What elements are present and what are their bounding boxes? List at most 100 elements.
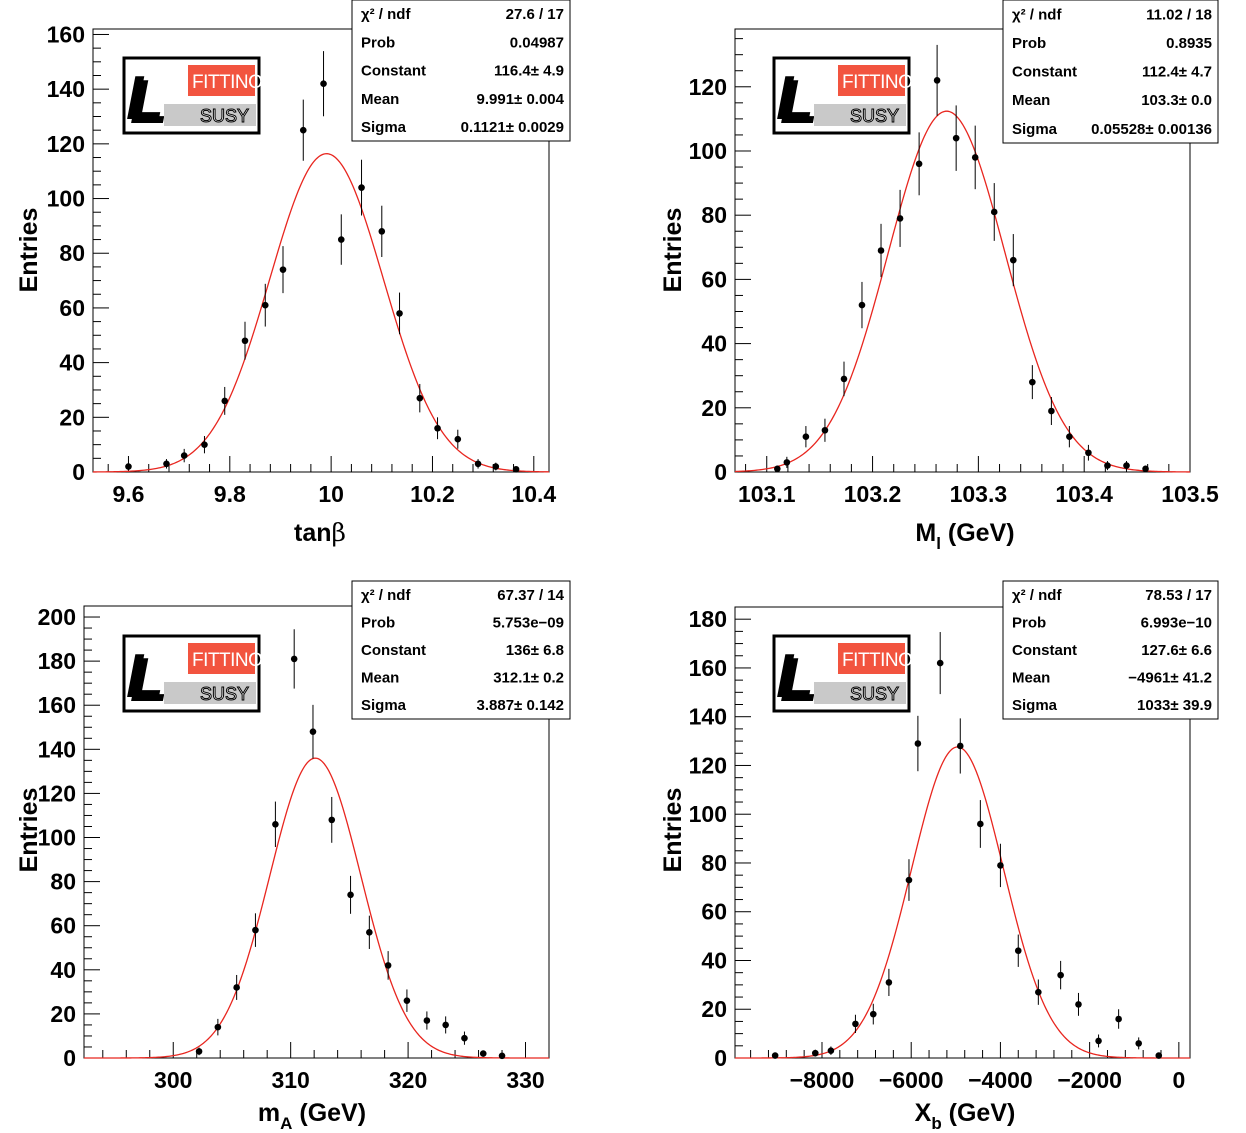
data-point xyxy=(811,1049,819,1057)
data-point xyxy=(936,632,944,695)
logo-glyph-shadow: L xyxy=(780,68,818,137)
y-tick-label: 60 xyxy=(701,266,727,292)
data-point xyxy=(1135,1037,1143,1050)
y-tick-label: 100 xyxy=(38,825,76,851)
stats-value: 27.6 / 17 xyxy=(506,6,564,23)
data-marker xyxy=(877,247,885,254)
stats-label: Prob xyxy=(1012,35,1046,52)
logo-sub: SUSY xyxy=(850,684,899,704)
x-axis-label: Xb (GeV) xyxy=(915,1099,1016,1133)
y-tick-label: 80 xyxy=(59,240,85,266)
y-tick-label: 60 xyxy=(50,913,76,939)
y-tick-label: 20 xyxy=(59,404,85,430)
logo-glyph-shadow: L xyxy=(130,68,168,137)
data-marker xyxy=(1009,256,1017,264)
data-marker xyxy=(233,984,240,991)
data-point xyxy=(320,51,327,117)
data-point xyxy=(827,1046,835,1055)
data-point xyxy=(877,223,885,278)
stats-value: 11.02 / 18 xyxy=(1146,6,1212,23)
data-point xyxy=(272,801,279,847)
data-marker xyxy=(905,876,913,884)
data-point xyxy=(1104,461,1111,471)
x-tick-label: −2000 xyxy=(1057,1067,1122,1093)
data-point xyxy=(1075,992,1082,1016)
data-marker xyxy=(474,460,482,468)
data-marker xyxy=(821,426,829,434)
y-tick-label: 100 xyxy=(689,801,727,827)
fit-curve xyxy=(84,757,549,1059)
logo-grey-bar xyxy=(164,104,256,126)
data-point xyxy=(337,214,345,265)
x-tick-label: 103.3 xyxy=(950,481,1008,507)
x-axis-label: mA (GeV) xyxy=(258,1099,366,1133)
y-tick-label: 40 xyxy=(701,331,727,357)
stats-label: Mean xyxy=(361,670,399,687)
stats-label: Sigma xyxy=(361,697,407,714)
fit-curve xyxy=(92,153,550,473)
data-point xyxy=(802,426,810,448)
y-tick-label: 80 xyxy=(50,869,76,895)
y-axis-label: Entries xyxy=(15,788,43,873)
data-marker xyxy=(125,463,132,470)
y-tick-label: 0 xyxy=(714,459,727,485)
y-tick-label: 40 xyxy=(701,947,727,973)
data-point xyxy=(1048,397,1055,425)
stats-value: 1033± 39.9 xyxy=(1137,697,1212,714)
y-tick-label: 180 xyxy=(689,606,727,632)
data-marker xyxy=(396,310,403,317)
data-point xyxy=(195,1047,203,1056)
data-point xyxy=(358,159,365,216)
y-tick-label: 40 xyxy=(50,957,76,983)
data-marker xyxy=(1066,433,1073,440)
stats-value: 9.991± 0.004 xyxy=(477,91,565,108)
stats-label: Mean xyxy=(1012,670,1050,687)
data-point xyxy=(221,386,229,415)
data-point xyxy=(290,629,298,689)
data-point xyxy=(416,383,424,413)
y-tick-label: 20 xyxy=(701,996,727,1022)
data-marker xyxy=(221,397,229,405)
data-point xyxy=(403,989,411,1012)
y-tick-label: 60 xyxy=(59,295,85,321)
x-axis-label: tanβ xyxy=(294,518,346,547)
y-tick-label: 80 xyxy=(701,850,727,876)
data-point xyxy=(512,465,520,473)
stats-value: 6.993e−10 xyxy=(1141,614,1212,631)
data-point xyxy=(977,800,984,848)
data-marker xyxy=(1155,1052,1163,1059)
stats-value: 67.37 / 14 xyxy=(497,587,564,604)
y-tick-label: 120 xyxy=(689,74,727,100)
y-tick-label: 140 xyxy=(38,736,76,762)
plot-frame xyxy=(734,28,1191,473)
data-marker xyxy=(290,655,298,663)
data-point xyxy=(1066,426,1073,448)
data-marker xyxy=(492,463,500,470)
data-marker xyxy=(774,465,781,473)
x-tick-label: 330 xyxy=(506,1067,544,1093)
data-point xyxy=(384,951,392,980)
stats-label: Prob xyxy=(1012,614,1046,631)
stats-box-frame xyxy=(1002,580,1219,720)
x-tick-label: 10.2 xyxy=(410,481,455,507)
data-point xyxy=(461,1031,468,1045)
data-marker xyxy=(827,1047,835,1054)
x-axis-label-main: X xyxy=(915,1099,932,1127)
x-axis-label-sub: l xyxy=(936,534,941,553)
stats-label: Constant xyxy=(1012,642,1077,659)
stats-value: 0.8935 xyxy=(1166,35,1212,52)
data-point xyxy=(774,465,781,473)
data-marker xyxy=(358,184,365,191)
data-marker xyxy=(366,929,373,936)
data-marker xyxy=(896,215,904,222)
data-marker xyxy=(454,435,462,443)
stats-label: Sigma xyxy=(1012,697,1058,714)
stats-value: 0.05528± 0.00136 xyxy=(1091,121,1212,138)
data-marker xyxy=(971,154,979,161)
plot-frame xyxy=(734,606,1191,1059)
data-point xyxy=(498,1052,506,1060)
data-point xyxy=(905,859,913,901)
y-tick-label: 0 xyxy=(714,1045,727,1071)
